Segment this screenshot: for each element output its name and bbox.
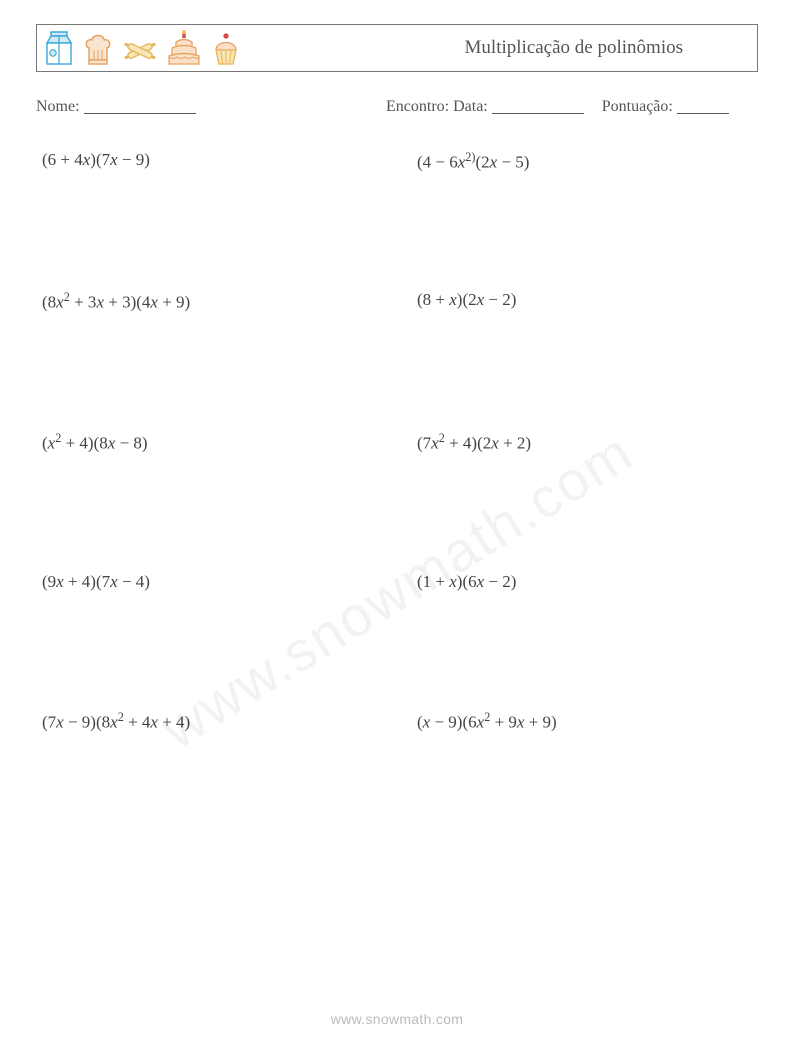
header-box: Multiplicação de polinômios [36,24,758,72]
cake-icon [167,30,201,66]
name-label: Nome: [36,98,80,115]
icon-strip [45,30,241,66]
problem-2-2: (8 + x)(2x − 2) [417,290,752,313]
name-blank[interactable] [84,97,196,114]
problem-3-1: (x2 + 4)(8x − 8) [42,431,377,454]
rolling-pin-icon [123,36,157,66]
meta-name: Nome: [36,94,386,116]
chef-hat-icon [83,32,113,66]
milk-carton-icon [45,30,73,66]
problem-4-1: (9x + 4)(7x − 4) [42,572,377,592]
date-blank[interactable] [492,97,584,114]
problem-1-2: (4 − 6x2)(2x − 5) [417,150,752,173]
worksheet-page: Multiplicação de polinômios Nome: Encont… [0,0,794,732]
problems-grid: (6 + 4x)(7x − 9) (4 − 6x2)(2x − 5) (8x2 … [36,150,758,733]
meta-row: Nome: Encontro: Data: Pontuação: [36,94,758,116]
score-label: Pontuação: [602,98,673,115]
worksheet-title: Multiplicação de polinômios [465,37,743,59]
problem-1-1: (6 + 4x)(7x − 9) [42,150,377,173]
meta-date: Encontro: Data: [386,94,584,116]
problem-5-2: (x − 9)(6x2 + 9x + 9) [417,710,752,733]
encounter-label: Encontro: Data: [386,98,488,115]
problem-3-2: (7x2 + 4)(2x + 2) [417,431,752,454]
problem-5-1: (7x − 9)(8x2 + 4x + 4) [42,710,377,733]
score-blank[interactable] [677,97,729,114]
problem-4-2: (1 + x)(6x − 2) [417,572,752,592]
meta-score: Pontuação: [602,94,729,116]
cupcake-icon [211,32,241,66]
problem-2-1: (8x2 + 3x + 3)(4x + 9) [42,290,377,313]
footer-url: www.snowmath.com [0,1011,794,1027]
